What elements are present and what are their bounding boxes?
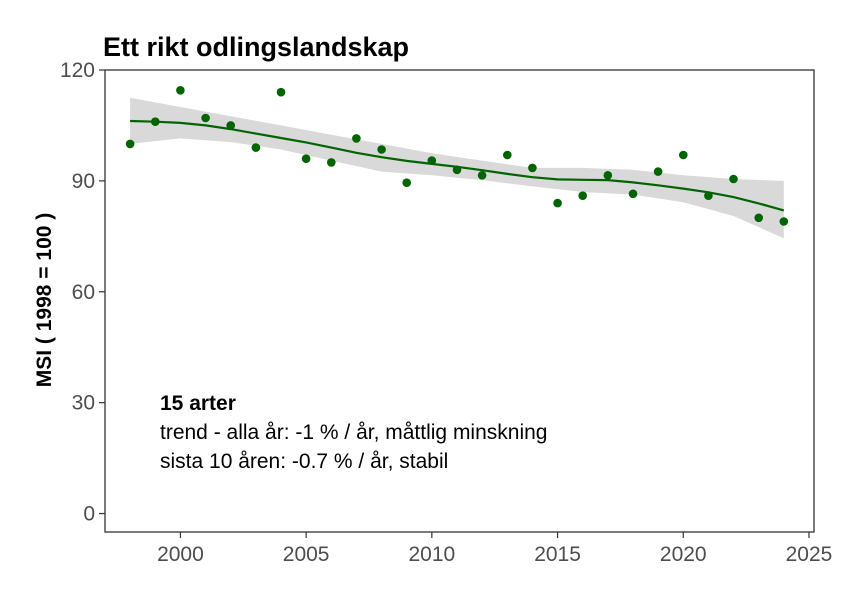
y-tick-label: 0 [83,503,95,526]
data-point [603,171,613,180]
x-tick-label: 2005 [283,543,330,566]
data-point [578,191,587,200]
data-point [125,139,135,149]
data-point [226,121,235,130]
x-tick-label: 2000 [157,543,204,566]
x-tick-label: 2020 [660,543,707,566]
y-axis-label: MSI ( 1998 = 100 ) [33,213,56,388]
data-point [679,150,688,160]
data-point [477,171,487,180]
data-point [301,154,311,163]
data-point [653,167,663,176]
data-point [402,178,412,187]
chart-title: Ett rikt odlingslandskap [103,32,409,62]
x-axis: 2000 2005 2010 2015 2020 2025 [157,532,832,566]
points-layer [125,86,789,226]
data-point [352,134,361,143]
data-point [251,143,261,152]
data-point [754,213,763,223]
y-tick-label: 60 [72,281,95,304]
x-tick-label: 2025 [786,543,833,566]
x-tick-label: 2010 [408,543,455,566]
data-point [528,163,537,173]
data-point [151,117,160,126]
data-point [276,87,286,97]
data-point [729,174,738,184]
data-point [704,191,713,200]
data-point [628,189,638,199]
annotation-line-2: sista 10 åren: -0.7 % / år, stabil [160,450,448,473]
annotation-line-1: trend - alla år: -1 % / år, måttlig mins… [160,421,548,444]
data-point [377,145,386,154]
y-tick-label: 30 [72,392,95,415]
data-point [176,86,185,95]
data-point [779,217,789,226]
data-point [503,150,512,160]
data-point [201,113,210,123]
plot-panel-border [104,69,815,533]
y-tick-label: 120 [60,59,95,82]
data-point [452,165,462,175]
data-point [427,156,437,165]
x-tick-label: 2015 [534,543,581,566]
data-point [327,158,336,167]
data-point [553,198,562,208]
y-tick-label: 90 [72,170,95,193]
y-axis: 0 30 60 90 120 [60,59,105,526]
annotation-heading: 15 arter [160,392,236,415]
